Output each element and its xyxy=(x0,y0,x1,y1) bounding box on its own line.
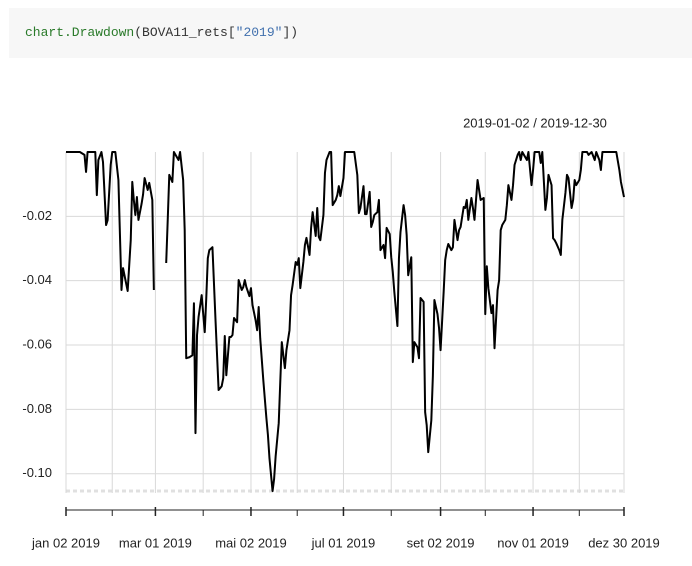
x-tick-label: mai 02 2019 xyxy=(215,535,287,550)
x-tick-label: set 02 2019 xyxy=(407,535,475,550)
y-tick-label: -0.10 xyxy=(22,465,52,480)
y-tick-label: -0.06 xyxy=(22,336,52,351)
code-token: chart.Drawdown xyxy=(25,25,135,40)
drawdown-line xyxy=(66,151,625,493)
y-tick-label: -0.02 xyxy=(22,208,52,223)
x-tick-label: mar 01 2019 xyxy=(119,535,192,550)
chart-title: 2019-01-02 / 2019-12-30 xyxy=(463,115,607,130)
x-tick-label: dez 30 2019 xyxy=(588,535,660,550)
x-tick-label: jan 02 2019 xyxy=(31,535,100,550)
x-tick-label: nov 01 2019 xyxy=(497,535,569,550)
code-token: ]) xyxy=(282,25,299,40)
code-token: "2019" xyxy=(235,25,283,40)
code-token: (BOVA11_rets[ xyxy=(134,25,236,40)
y-tick-label: -0.08 xyxy=(22,401,52,416)
y-tick-label: -0.04 xyxy=(22,272,52,287)
x-tick-label: jul 01 2019 xyxy=(311,535,376,550)
code-cell: chart.Drawdown(BOVA11_rets["2019"]) xyxy=(9,8,692,58)
